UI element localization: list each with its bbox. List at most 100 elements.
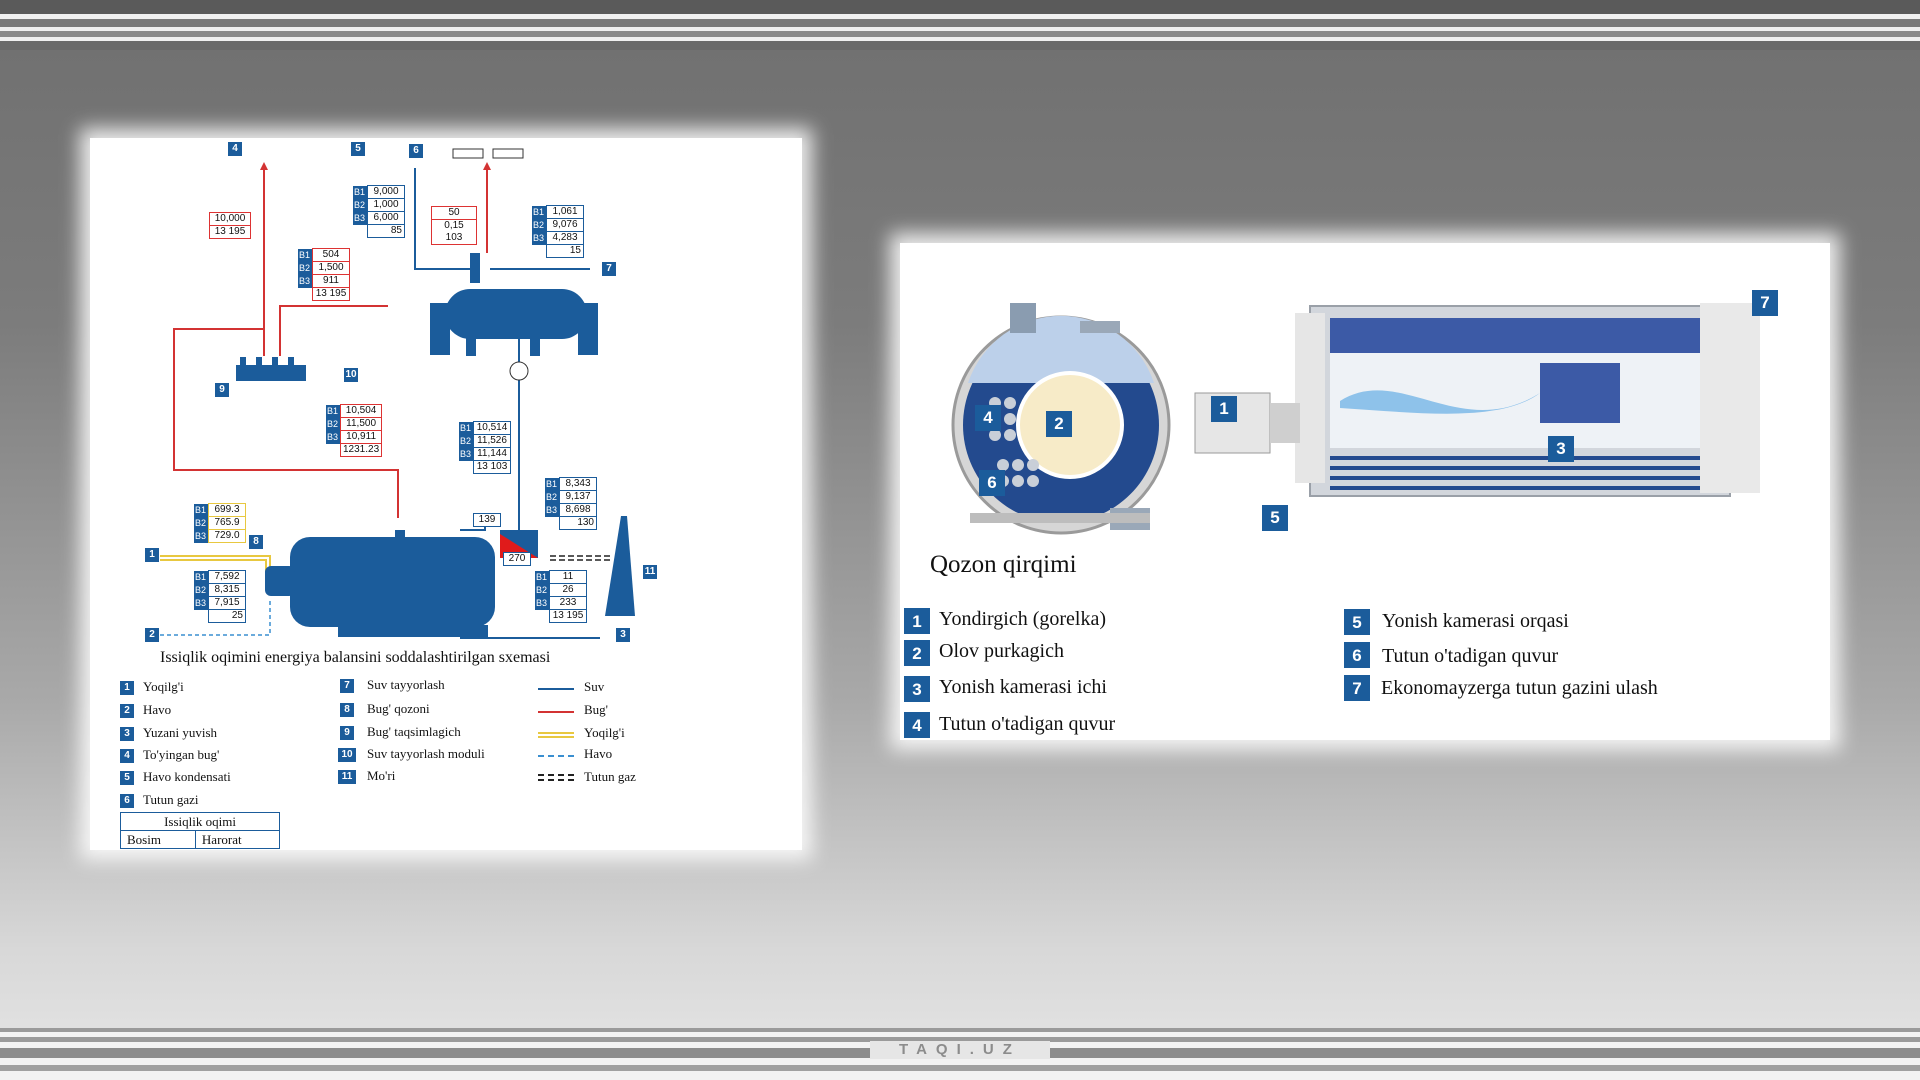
legend-line-steam xyxy=(538,711,574,713)
temperature-label: Harorat xyxy=(194,830,281,849)
table-distributor: B1 504 B2 1,500 B3 911 13 195 xyxy=(298,248,350,301)
legend-label: Suv tayyorlash moduli xyxy=(367,746,485,761)
marker-1: 1 xyxy=(145,548,159,562)
schema-drawing xyxy=(160,148,635,639)
value-270: 270 xyxy=(503,552,531,566)
marker-6: 6 xyxy=(409,144,423,158)
legend-label: Yoqilg'i xyxy=(143,679,184,694)
table-condensate: B1 9,000 B2 1,000 B3 6,000 85 xyxy=(353,185,405,238)
arrow-up-6 xyxy=(483,162,491,170)
marker-5: 5 xyxy=(351,142,365,156)
marker-3: 3 xyxy=(616,628,630,642)
heat-balance-schema-panel: 4 5 6 7 9 10 8 1 2 3 11 B1 9,000 B2 1,000 … xyxy=(90,138,802,850)
legend-marker: 4 xyxy=(903,711,931,739)
table-air: B1 7,592 B2 8,315 B3 7,915 25 xyxy=(194,570,246,623)
pressure-label: Bosim xyxy=(120,830,196,849)
legend-marker: 9 xyxy=(340,726,354,740)
legend-marker: 5 xyxy=(120,771,134,785)
legend-marker: 6 xyxy=(1343,641,1371,669)
marker-10: 10 xyxy=(344,368,358,382)
chimney xyxy=(605,516,635,616)
legend-line-label: Suv xyxy=(584,679,605,694)
legend-label: Havo kondensati xyxy=(143,769,231,784)
cutaway-marker-6: 6 xyxy=(979,470,1005,496)
legend-line-label: Tutun gaz xyxy=(584,769,636,784)
legend-line-water xyxy=(538,688,574,690)
steam-to-boiler xyxy=(173,329,399,518)
legend-marker: 3 xyxy=(903,675,931,703)
steam-feed xyxy=(173,328,265,356)
legend-marker: 8 xyxy=(340,703,354,717)
legend-marker: 1 xyxy=(903,607,931,635)
legend-label: Ekonomayzerga tutun gazini ulash xyxy=(1381,677,1658,699)
cutaway-marker-1: 1 xyxy=(1211,396,1237,422)
boiler-cutaway-drawing xyxy=(951,303,1760,535)
header-stripes xyxy=(0,0,1920,50)
legend-line-label: Bug' xyxy=(584,702,609,717)
legend-label: Tutun gazi xyxy=(143,792,199,807)
cutaway-marker-4: 4 xyxy=(975,405,1001,431)
site-brand-watermark: TAQI.UZ xyxy=(870,1041,1050,1059)
legend-marker: 7 xyxy=(340,679,354,693)
legend-label: Olov purkagich xyxy=(939,640,1064,662)
water-treatment-module xyxy=(430,253,598,356)
legend-label: Tutun o'tadigan quvur xyxy=(1382,645,1559,667)
legend-line-air xyxy=(538,755,574,757)
legend-label: To'yingan bug' xyxy=(143,747,220,762)
marker-4: 4 xyxy=(228,142,242,156)
marker-7: 7 xyxy=(602,262,616,276)
legend-label: Havo xyxy=(143,702,172,717)
legend-marker: 2 xyxy=(903,639,931,667)
table-flue-gas: B1 8,343 B2 9,137 B3 8,698 130 xyxy=(545,477,597,530)
table-boiler-steam: B1 10,504 B2 11,500 B3 10,911 1231.23 xyxy=(326,404,383,457)
legend-marker: 11 xyxy=(338,770,356,784)
legend-marker: 10 xyxy=(338,748,356,762)
marker-8: 8 xyxy=(249,535,263,549)
legend-line-label: Havo xyxy=(584,746,613,761)
marker-2: 2 xyxy=(145,628,159,642)
legend-label: Yuzani yuvish xyxy=(143,725,218,740)
legend-line-fuel xyxy=(538,732,574,738)
boiler-side-view xyxy=(1194,303,1760,497)
steam-boiler xyxy=(265,530,495,637)
legend-marker: 5 xyxy=(1343,608,1371,636)
cutaway-title: Qozon qirqimi xyxy=(930,551,1077,578)
legend-marker: 1 xyxy=(120,681,134,695)
legend-label: Yondirgich (gorelka) xyxy=(939,608,1107,630)
cutaway-marker-2: 2 xyxy=(1046,411,1072,437)
legend-label: Yonish kamerasi orqasi xyxy=(1382,610,1569,632)
cutaway-marker-5: 5 xyxy=(1262,505,1288,531)
legend-marker: 2 xyxy=(120,704,134,718)
pump-icon xyxy=(509,361,529,381)
boiler-cutaway-panel: 4 2 6 1 3 5 7 Qozon qirqimi 1 Yondirgich… xyxy=(900,243,1830,740)
table-feed-water: B1 10,514 B2 11,526 B3 11,144 13 103 xyxy=(459,421,511,474)
legend-label: Yonish kamerasi ichi xyxy=(939,676,1107,698)
legend-marker: 4 xyxy=(120,749,134,763)
cutaway-marker-3: 3 xyxy=(1548,436,1574,462)
legend-label: Suv tayyorlash xyxy=(367,677,445,692)
heat-flow-title: Issiqlik oqimi xyxy=(120,812,280,831)
value-139: 139 xyxy=(473,513,501,527)
marker-11: 11 xyxy=(643,565,657,579)
steam-output-box: 10,000 13 195 xyxy=(209,212,251,239)
table-blowdown: B1 11 B2 26 B3 233 13 195 xyxy=(535,570,587,623)
schema-title: Issiqlik oqimini energiya balansini sodd… xyxy=(160,649,551,666)
legend-label: Bug' taqsimlagich xyxy=(367,724,461,739)
legend-marker: 6 xyxy=(120,794,134,808)
cutaway-marker-7: 7 xyxy=(1752,290,1778,316)
legend-label: Mo'ri xyxy=(367,768,396,783)
table-fuel: B1 699.3 B2 765.9 B3 729.0 xyxy=(194,503,246,543)
heat-flow-table: Issiqlik oqimi Bosim Harorat xyxy=(120,812,281,849)
legend-label: Tutun o'tadigan quvur xyxy=(939,713,1116,735)
legend-marker: 3 xyxy=(120,727,134,741)
table-make-up-water: B1 1,061 B2 9,076 B3 4,283 15 xyxy=(532,205,584,258)
legend-marker: 7 xyxy=(1343,674,1371,702)
steam-distributor xyxy=(236,357,306,381)
legend-line-flue-gas xyxy=(538,774,574,781)
steam-to-drum xyxy=(279,305,388,356)
legend-line-label: Yoqilg'i xyxy=(584,725,625,740)
vent-box: 50 0,15 103 xyxy=(431,206,477,245)
legend-label: Bug' qozoni xyxy=(367,701,430,716)
marker-9: 9 xyxy=(215,383,229,397)
arrow-up-4 xyxy=(260,162,268,170)
